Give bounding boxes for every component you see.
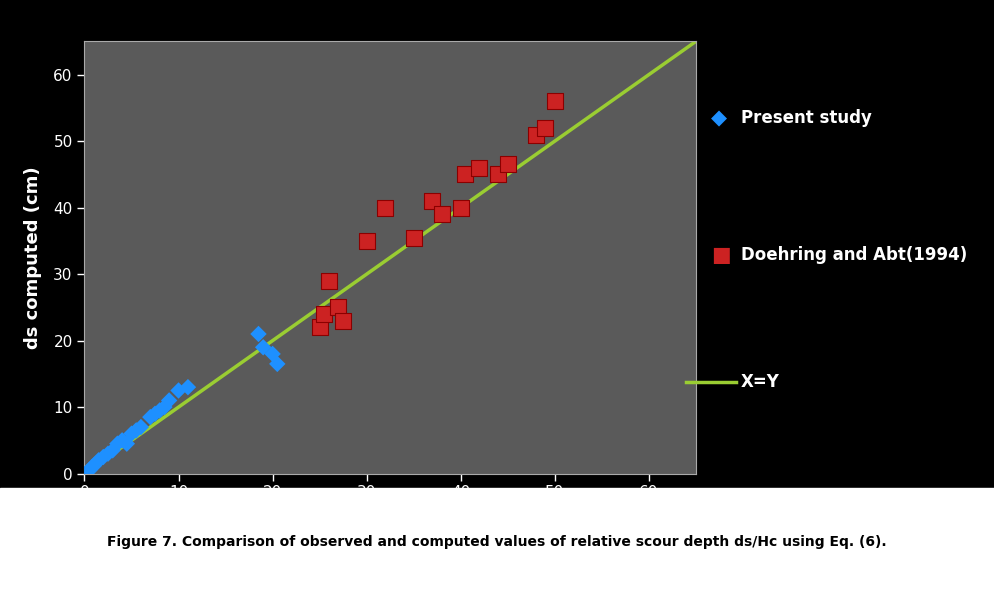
Point bbox=[128, 426, 144, 435]
Point bbox=[100, 449, 116, 458]
Point bbox=[434, 210, 450, 219]
Point bbox=[142, 413, 158, 422]
Point bbox=[547, 96, 563, 106]
Point bbox=[152, 406, 168, 415]
Point bbox=[335, 316, 351, 326]
Point bbox=[156, 403, 172, 412]
Point bbox=[87, 459, 103, 468]
Text: Doehring and Abt(1994): Doehring and Abt(1994) bbox=[741, 246, 967, 263]
Point bbox=[264, 349, 280, 359]
Point bbox=[312, 323, 328, 332]
Point bbox=[500, 160, 516, 169]
Point bbox=[528, 130, 544, 139]
Point bbox=[114, 436, 130, 445]
Point bbox=[90, 456, 106, 465]
Point bbox=[123, 429, 139, 439]
Point bbox=[95, 452, 111, 462]
Point bbox=[250, 329, 266, 339]
Point bbox=[147, 409, 163, 419]
Point bbox=[85, 461, 101, 471]
Point bbox=[171, 386, 187, 395]
Y-axis label: ds computed (cm): ds computed (cm) bbox=[24, 166, 42, 349]
Text: ◆: ◆ bbox=[711, 108, 727, 128]
Point bbox=[321, 276, 337, 285]
Point bbox=[80, 468, 95, 477]
Point bbox=[84, 462, 100, 472]
Text: Figure 7. Comparison of observed and computed values of relative scour depth ds/: Figure 7. Comparison of observed and com… bbox=[107, 535, 887, 549]
Point bbox=[316, 309, 332, 318]
Point bbox=[82, 465, 97, 475]
Point bbox=[424, 197, 440, 206]
Point bbox=[133, 422, 149, 432]
Point bbox=[457, 170, 473, 179]
Text: Present study: Present study bbox=[741, 110, 872, 127]
Point bbox=[406, 233, 421, 242]
Point bbox=[109, 439, 125, 448]
Text: ■: ■ bbox=[711, 244, 731, 265]
X-axis label: ds observed (cm): ds observed (cm) bbox=[302, 511, 478, 529]
Point bbox=[269, 359, 285, 369]
Point bbox=[359, 236, 375, 246]
Point bbox=[452, 203, 468, 213]
Point bbox=[104, 446, 120, 455]
Point bbox=[471, 163, 487, 172]
Point bbox=[119, 439, 135, 448]
Point bbox=[180, 382, 196, 392]
Point bbox=[255, 343, 271, 352]
Point bbox=[378, 203, 394, 213]
Text: X=Y: X=Y bbox=[741, 373, 779, 391]
Point bbox=[330, 303, 346, 312]
Point bbox=[538, 123, 554, 133]
Point bbox=[490, 170, 506, 179]
Point bbox=[161, 395, 177, 405]
